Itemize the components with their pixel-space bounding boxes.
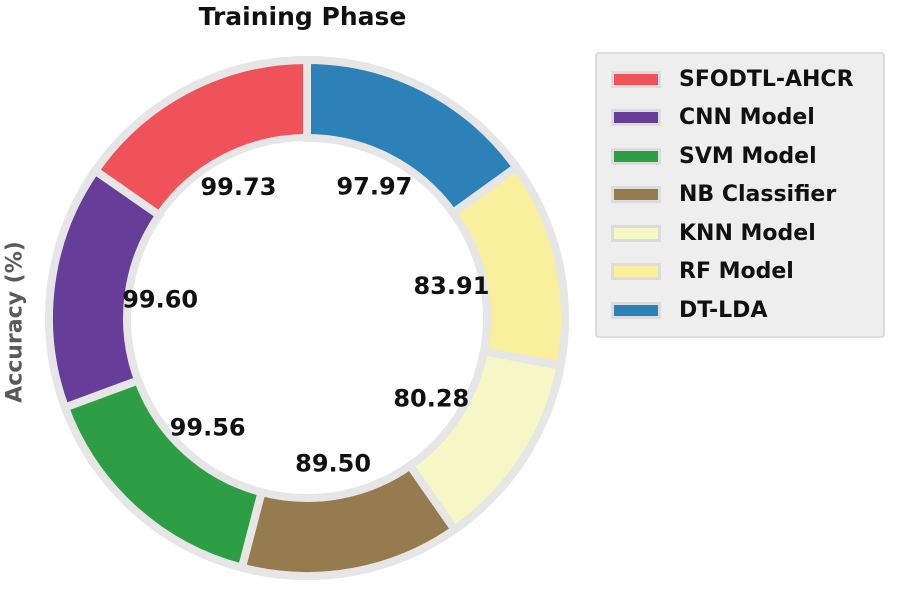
legend-swatch [611,263,661,281]
legend-label: DT-LDA [679,297,768,323]
legend-label: CNN Model [679,105,815,131]
slice-value-label: 83.91 [413,272,489,300]
legend-label: RF Model [679,259,794,285]
slice-value-label: 89.50 [295,450,371,478]
legend-swatch [611,109,661,127]
slice-value-label: 97.97 [336,172,412,200]
legend-item: KNN Model [597,214,883,253]
legend-label: SFODTL-AHCR [679,66,854,92]
slice-value-label: 99.60 [122,285,198,313]
legend-swatch [611,147,661,165]
legend-swatch [611,70,661,88]
slice-value-label: 80.28 [393,384,469,412]
legend-swatch [611,186,661,204]
legend-item: SFODTL-AHCR [597,60,883,99]
donut-hole [130,141,484,495]
legend-item: DT-LDA [597,291,883,330]
legend-label: KNN Model [679,220,816,246]
donut-slice-dt-lda [303,55,522,219]
legend-label: SVM Model [679,143,817,169]
legend-label: NB Classifier [679,182,837,208]
legend-swatch [611,224,661,242]
legend-item: NB Classifier [597,176,883,215]
legend: SFODTL-AHCR CNN Model SVM Model NB Classifi… [595,52,885,338]
slice-value-label: 99.56 [170,414,246,442]
legend-item: RF Model [597,253,883,292]
legend-item: SVM Model [597,137,883,176]
slice-value-label: 99.73 [200,173,276,201]
legend-swatch [611,301,661,319]
legend-item: CNN Model [597,99,883,138]
chart-title: Training Phase [198,2,407,31]
